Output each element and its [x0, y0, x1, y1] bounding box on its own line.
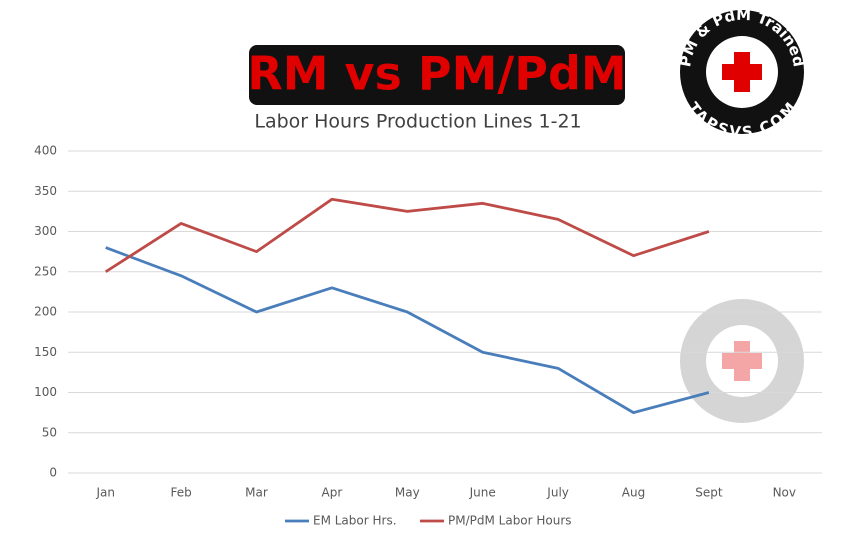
chart-subtitle: Labor Hours Production Lines 1-21: [254, 111, 581, 133]
chart-title: RM vs PM/PdM: [247, 47, 626, 101]
x-tick-label: July: [546, 486, 569, 500]
x-tick-label: Aug: [622, 486, 645, 500]
title-box: [249, 45, 625, 105]
y-tick-label: 50: [42, 425, 57, 439]
y-tick-label: 150: [34, 345, 57, 359]
y-tick-label: 300: [34, 224, 57, 238]
x-tick-label: Jan: [95, 486, 115, 500]
data-line: [104, 197, 710, 273]
y-tick-label: 0: [49, 466, 57, 480]
x-tick-label: Nov: [773, 486, 796, 500]
x-tick-label: Apr: [322, 486, 343, 500]
x-tick-label: May: [395, 486, 420, 500]
legend-label: PM/PdM Labor Hours: [448, 514, 572, 528]
y-tick-label: 250: [34, 264, 57, 278]
y-tick-label: 350: [34, 184, 57, 198]
x-tick-label: Mar: [245, 486, 268, 500]
logo-reflection: [680, 299, 804, 423]
x-tick-label: Feb: [170, 486, 191, 500]
data-line: [105, 246, 710, 415]
legend-label: EM Labor Hrs.: [313, 514, 397, 528]
x-tick-label: June: [469, 486, 496, 500]
logo: PM & PdM Trained TAPSVS.COM: [676, 6, 808, 141]
y-tick-label: 100: [34, 385, 57, 399]
y-tick-label: 400: [34, 144, 57, 158]
reflection-fade: [670, 145, 820, 225]
x-tick-label: Sept: [695, 486, 723, 500]
y-tick-label: 200: [34, 305, 57, 319]
